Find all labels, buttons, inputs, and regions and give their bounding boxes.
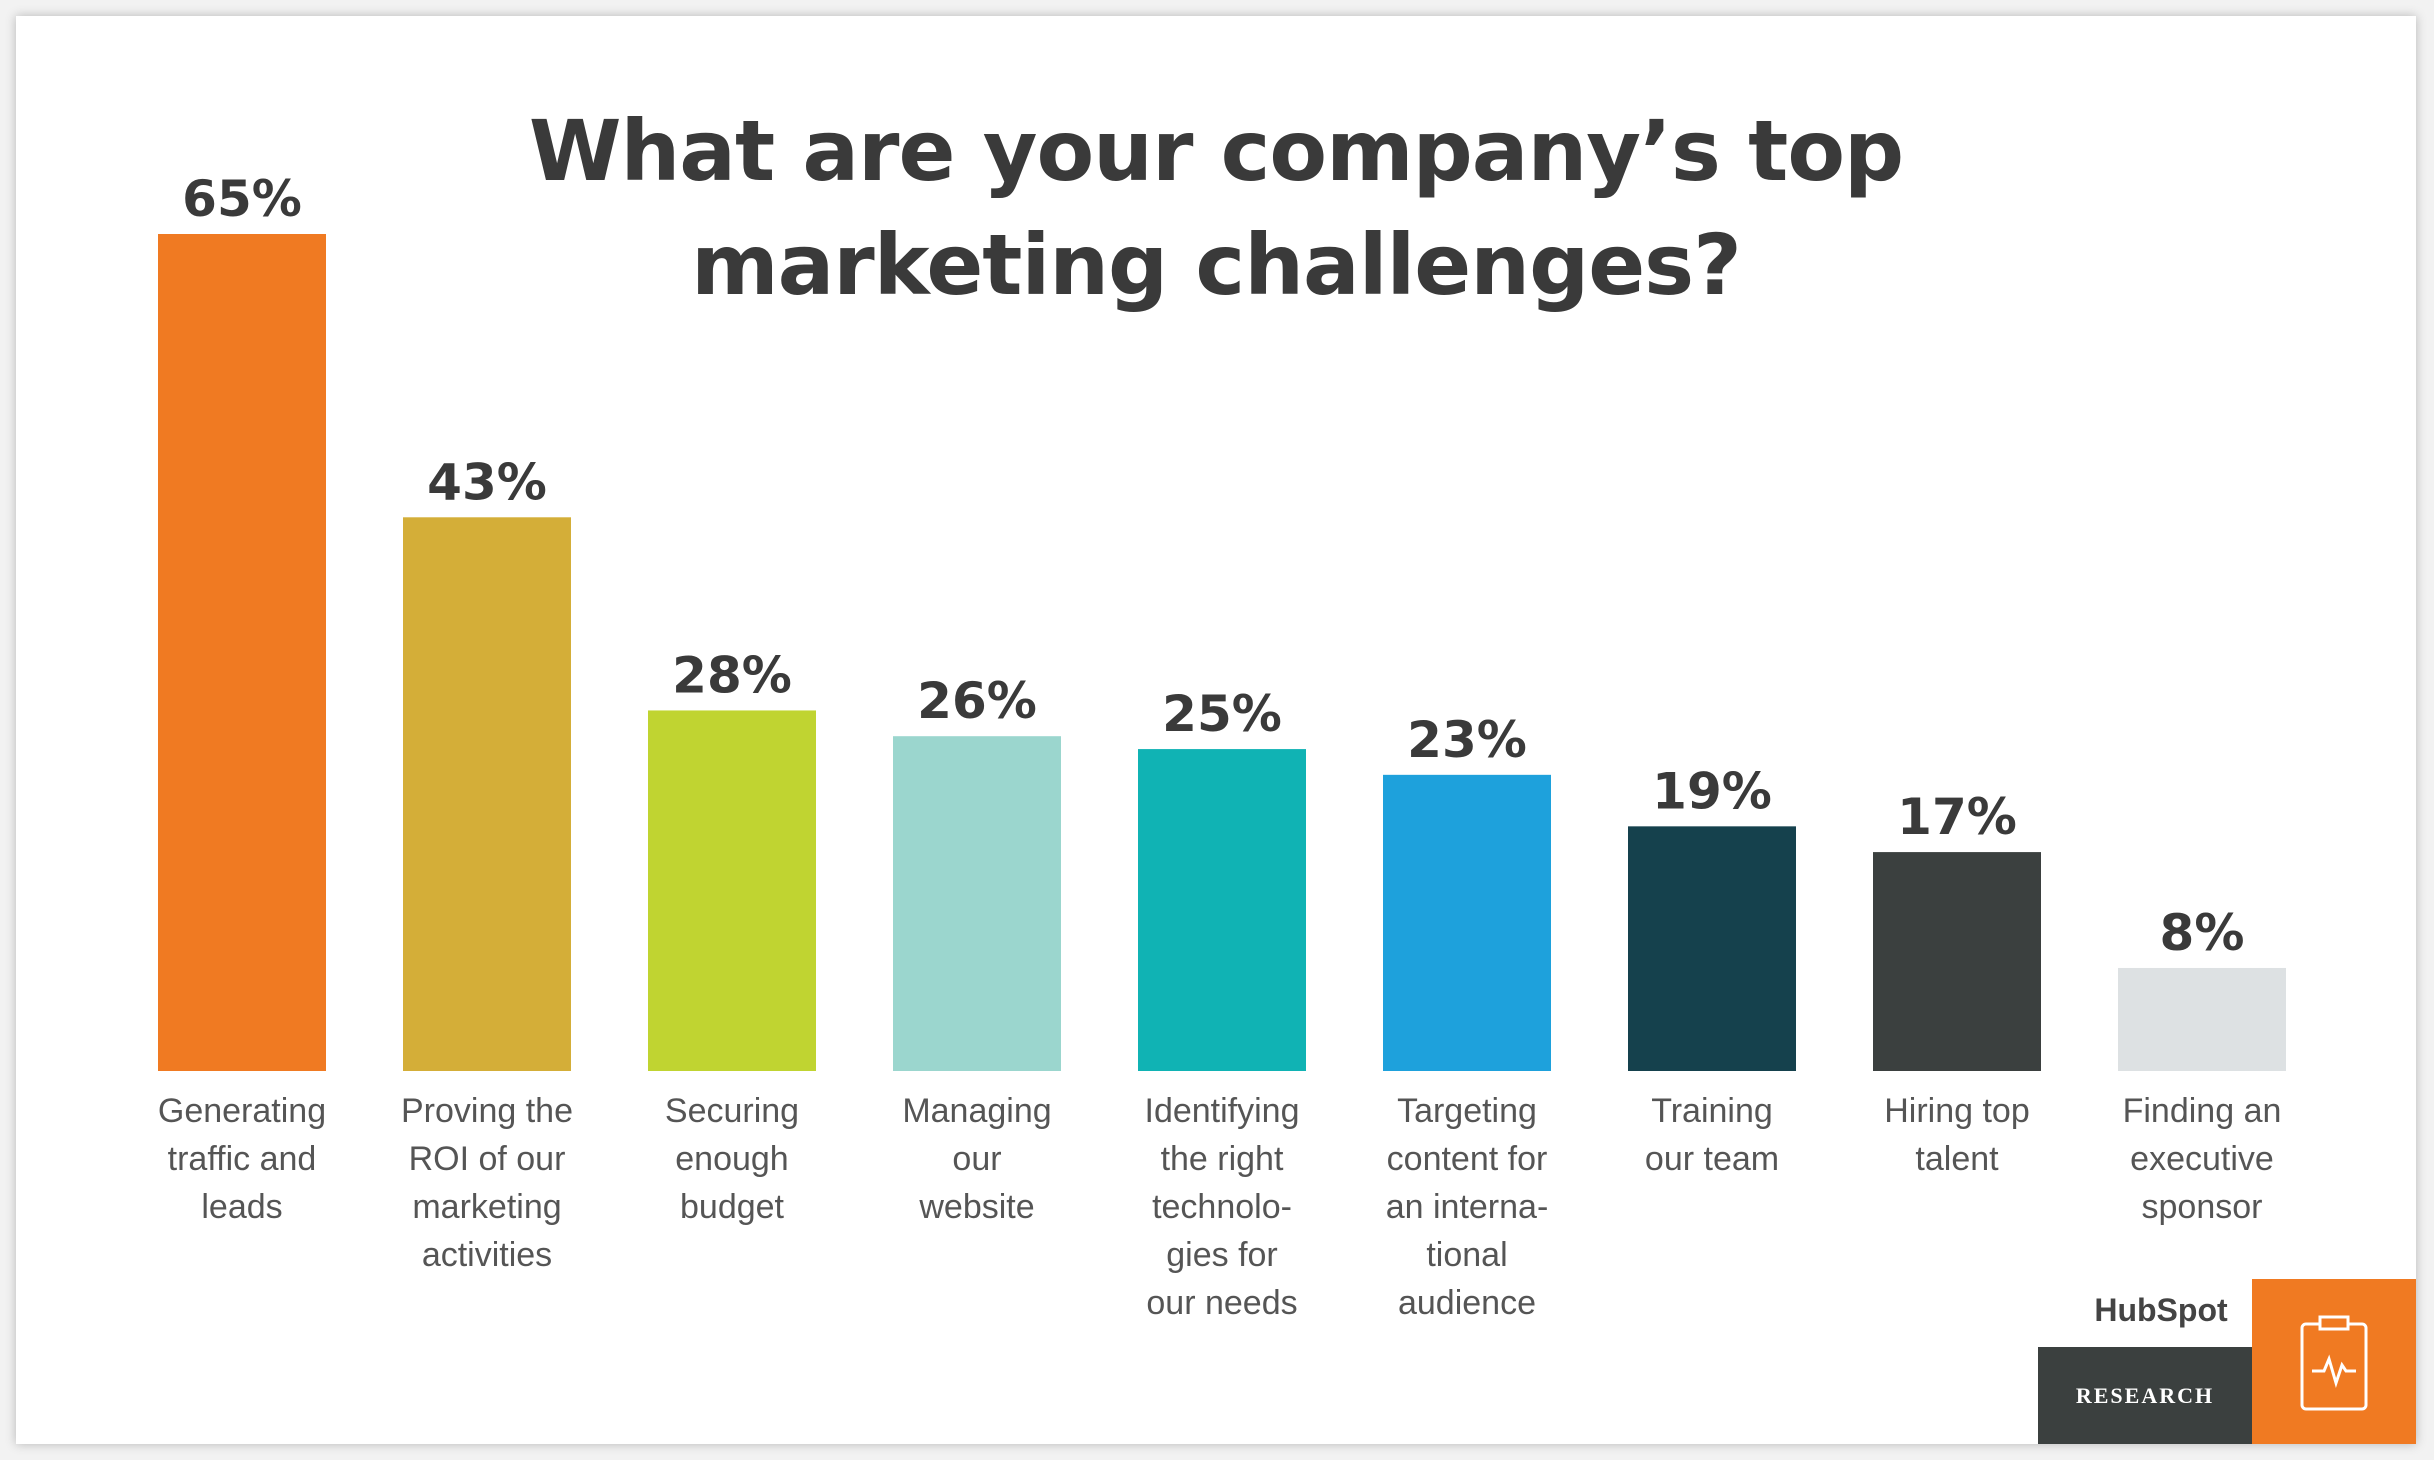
value-label: 26% [917,672,1037,730]
chart-title: What are your company’s top marketing ch… [528,102,1904,314]
bar [2118,967,2286,1071]
bar [1138,749,1306,1071]
bar [1628,826,1796,1071]
category-label: Targeting content for an interna- tional… [1385,1092,1549,1322]
value-label: 17% [1897,788,2017,846]
value-label: 23% [1407,711,1527,769]
value-label: 28% [672,646,792,704]
category-label: Hiring top talent [1884,1092,2030,1178]
value-label: 25% [1162,685,1282,743]
icon-clipboard [2300,1322,2368,1411]
bar [403,517,571,1071]
value-label: 43% [427,453,547,511]
category-label: Generating traffic and leads [157,1092,327,1226]
icon-pulse [2312,1354,2356,1389]
bar [1383,774,1551,1071]
category-label: Proving the ROI of our marketing activit… [401,1092,573,1274]
value-label: 65% [182,170,302,228]
category-label: Finding an executive sponsor [2122,1092,2282,1226]
brand-logo: HubSpot [2094,1292,2228,1328]
value-label: 8% [2160,904,2245,962]
category-label: Training our team [1644,1092,1780,1178]
icon-clip [2318,1315,2350,1331]
brand-icon [2252,1279,2416,1444]
chart-card: What are your company’s top marketing ch… [16,16,2416,1444]
value-label: 19% [1652,762,1772,820]
category-label: Securing enough budget [664,1092,800,1226]
bar [158,234,326,1071]
category-label: Managing our website [902,1092,1052,1226]
bar [648,710,816,1071]
bar [893,736,1061,1071]
brand-label: RESEARCH [2038,1347,2252,1444]
chart: 65% 43% 28% 26% 25% 23% 19% 17% 8% [158,170,2286,1071]
icon [2300,1315,2368,1411]
bar [1873,852,2041,1071]
category-label: Identifying the right technolo- gies for… [1144,1092,1300,1322]
